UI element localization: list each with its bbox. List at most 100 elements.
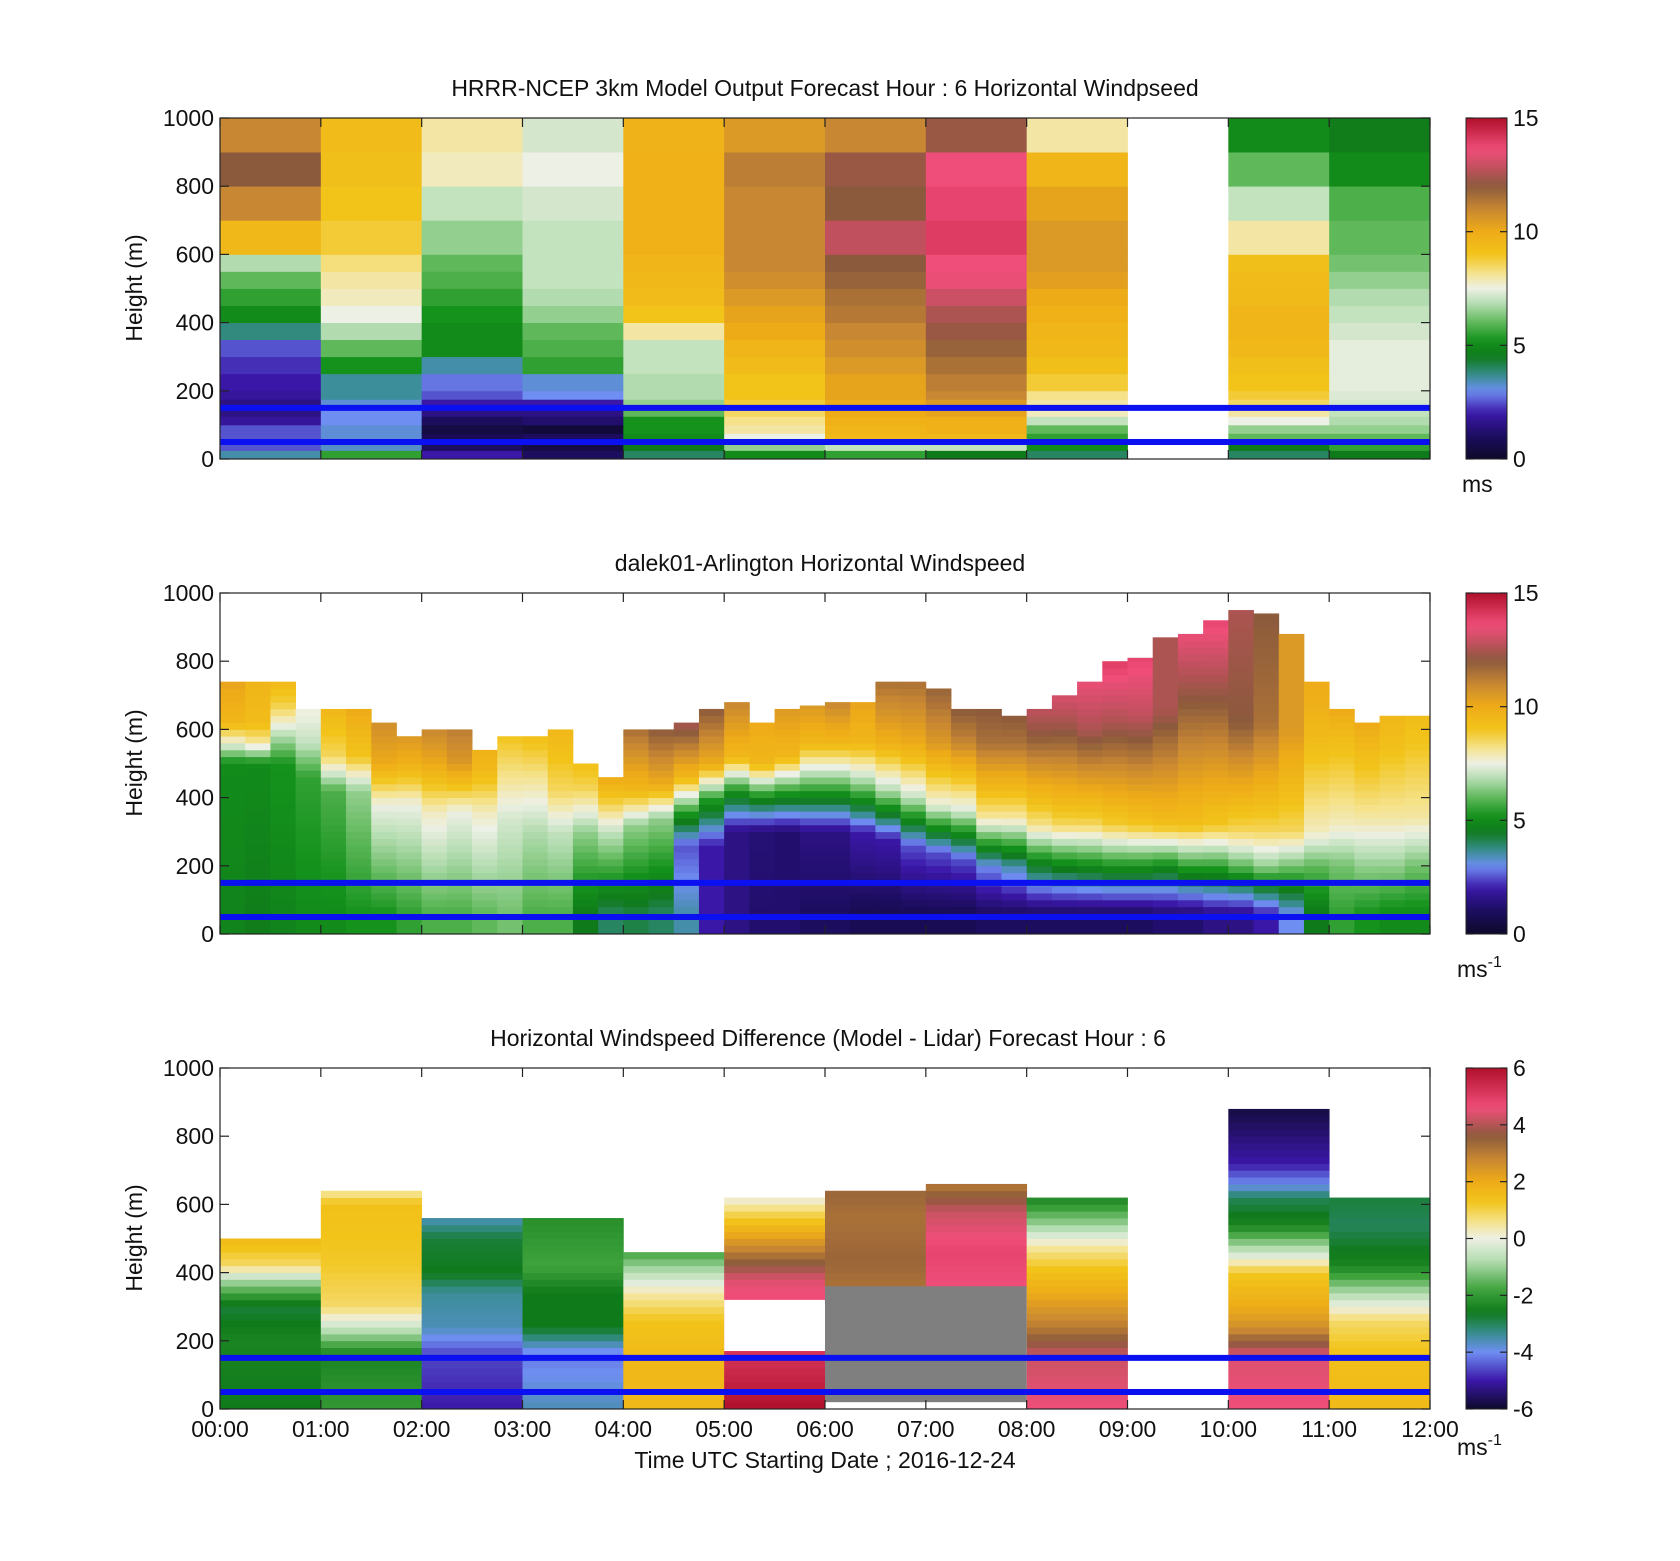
heatmap-cell [270,729,297,737]
heatmap-cell [270,811,297,819]
heatmap-cell [623,399,725,409]
heatmap-cell [421,1374,523,1383]
heatmap-cell [875,708,902,717]
heatmap-cell [1127,899,1154,908]
heatmap-cell [774,886,801,894]
heatmap-cell [1127,661,1154,669]
heatmap-cell [472,927,498,934]
heatmap-cell [1228,770,1254,778]
heatmap-cell [1228,715,1254,723]
heatmap-cell [547,906,574,914]
heatmap-cell [421,838,448,846]
heatmap-cell [320,1320,423,1328]
heatmap-cell [371,886,397,894]
heatmap-cell [623,783,649,792]
heatmap-cell [1152,886,1179,894]
heatmap-cell [497,756,523,764]
heatmap-cell [446,831,473,839]
heatmap-cell [245,920,271,928]
heatmap-cell [799,893,826,901]
heatmap-cell [1329,1381,1430,1389]
heatmap-cell [421,1320,523,1328]
heatmap-cell [1329,424,1430,434]
heatmap-cell [270,865,297,874]
heatmap-cell [1329,186,1430,221]
heatmap-cell [522,770,549,778]
heatmap-cell [421,288,523,306]
heatmap-cell [572,797,599,805]
heatmap-cell [951,899,977,908]
heatmap-cell [320,1224,423,1233]
heatmap-cell [1177,777,1204,785]
heatmap-cell [925,906,952,914]
heatmap-cell [1253,811,1280,819]
heatmap-cell [522,152,624,187]
heatmap-cell [472,920,498,928]
heatmap-cell [623,1395,725,1403]
heatmap-cell [1228,399,1330,409]
heatmap-cell [951,715,977,723]
heatmap-cell [371,845,397,853]
heatmap-cell [522,1231,624,1239]
heatmap-cell [1026,390,1128,400]
heatmap-cell [749,872,775,880]
heatmap-cell [951,831,977,839]
heatmap-cell [799,777,826,785]
heatmap-cell [1203,852,1229,860]
heatmap-cell [850,763,876,771]
heatmap-cell [850,893,876,901]
heatmap-cell [421,220,523,255]
heatmap-cell [220,1368,322,1376]
heatmap-cell [1303,804,1330,812]
heatmap-cell [1329,818,1355,826]
heatmap-cell [1177,763,1204,771]
heatmap-cell [270,920,297,928]
heatmap-cell [774,715,801,723]
heatmap-cell [1001,811,1028,819]
heatmap-cell [1329,1252,1430,1260]
heatmap-cell [220,783,246,792]
heatmap-cell [1203,647,1229,655]
heatmap-cell [951,777,977,785]
heatmap-cell [1228,1293,1330,1301]
heatmap-cell [648,804,675,812]
heatmap-cell [1354,927,1380,934]
heatmap-cell [925,770,952,778]
heatmap-cell [1203,906,1229,914]
heatmap-cell [875,858,902,867]
heatmap-cell [1102,845,1128,853]
heatmap-cell [1203,824,1229,833]
heatmap-cell [245,886,271,894]
heatmap-cell [623,824,649,833]
heatmap-cell [976,804,1002,812]
heatmap-cell [1203,743,1229,751]
heatmap-cell [1303,811,1330,819]
heatmap-cell [648,899,675,908]
heatmap-cell [749,858,775,867]
heatmap-cell [421,271,523,289]
heatmap-cell [421,927,448,934]
x-tick-label: 11:00 [1301,1416,1357,1442]
heatmap-cell [1026,743,1053,751]
heatmap-cell [371,722,397,730]
heatmap-cell [1203,736,1229,744]
heatmap-cell [1253,708,1280,717]
heatmap-cell [421,1299,523,1308]
heatmap-cell [623,1252,725,1260]
heatmap-cell [1303,770,1330,778]
heatmap-cell [799,763,826,771]
heatmap-cell [1228,906,1254,914]
heatmap-cell [1026,1197,1128,1205]
heatmap-cell [825,797,851,805]
heatmap-cell [875,777,902,785]
heatmap-cell [295,886,322,894]
heatmap-cell [1253,674,1280,683]
heatmap-cell [648,756,675,764]
heatmap-cell [245,906,271,914]
heatmap-cell [547,858,574,867]
heatmap-cell [1001,722,1028,730]
colorbar-tick-label: 15 [1513,580,1539,606]
heatmap-cell [900,865,927,874]
heatmap-cell [900,858,927,867]
